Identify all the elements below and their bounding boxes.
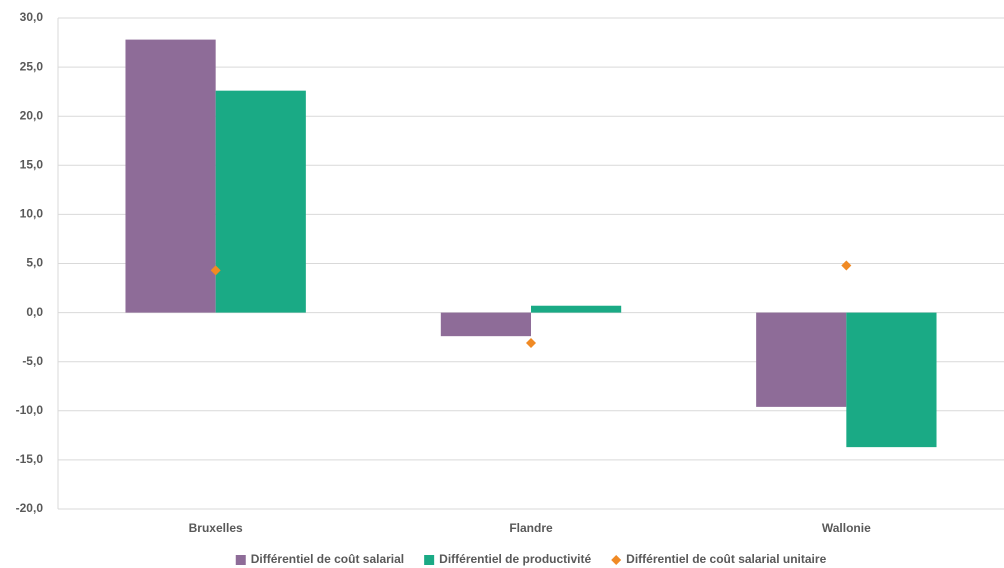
y-tick-label: 0,0 xyxy=(26,305,43,319)
legend-item: Différentiel de productivité xyxy=(424,552,591,566)
x-tick-label: Wallonie xyxy=(822,521,871,535)
legend-swatch xyxy=(611,555,622,565)
y-tick-label: 10,0 xyxy=(20,207,44,221)
legend-label: Différentiel de productivité xyxy=(439,552,591,566)
x-tick-label: Flandre xyxy=(509,521,553,535)
legend-swatch xyxy=(235,555,246,565)
bar xyxy=(440,312,531,337)
x-tick-label: Bruxelles xyxy=(189,521,243,535)
y-tick-label: 25,0 xyxy=(20,59,44,73)
y-tick-label: 20,0 xyxy=(20,108,44,122)
y-tick-label: -10,0 xyxy=(16,403,44,417)
bar xyxy=(531,305,622,313)
marker xyxy=(526,338,536,349)
legend-swatch xyxy=(424,555,435,565)
marker xyxy=(841,260,852,271)
legend-item: Différentiel de coût salarial xyxy=(235,552,404,566)
y-tick-label: -15,0 xyxy=(16,452,44,466)
bar xyxy=(215,90,306,313)
y-tick-label: -5,0 xyxy=(22,354,43,368)
y-tick-label: 15,0 xyxy=(20,157,44,171)
bar xyxy=(125,39,216,313)
y-tick-label: -20,0 xyxy=(16,501,44,515)
legend-label: Différentiel de coût salarial unitaire xyxy=(626,552,826,566)
marker xyxy=(210,265,221,276)
y-tick-label: 30,0 xyxy=(20,10,44,24)
legend-item: Différentiel de coût salarial unitaire xyxy=(611,552,827,566)
legend-label: Différentiel de coût salarial xyxy=(251,552,404,566)
y-tick-label: 5,0 xyxy=(26,256,43,270)
bar xyxy=(756,312,847,407)
bar xyxy=(846,312,937,448)
